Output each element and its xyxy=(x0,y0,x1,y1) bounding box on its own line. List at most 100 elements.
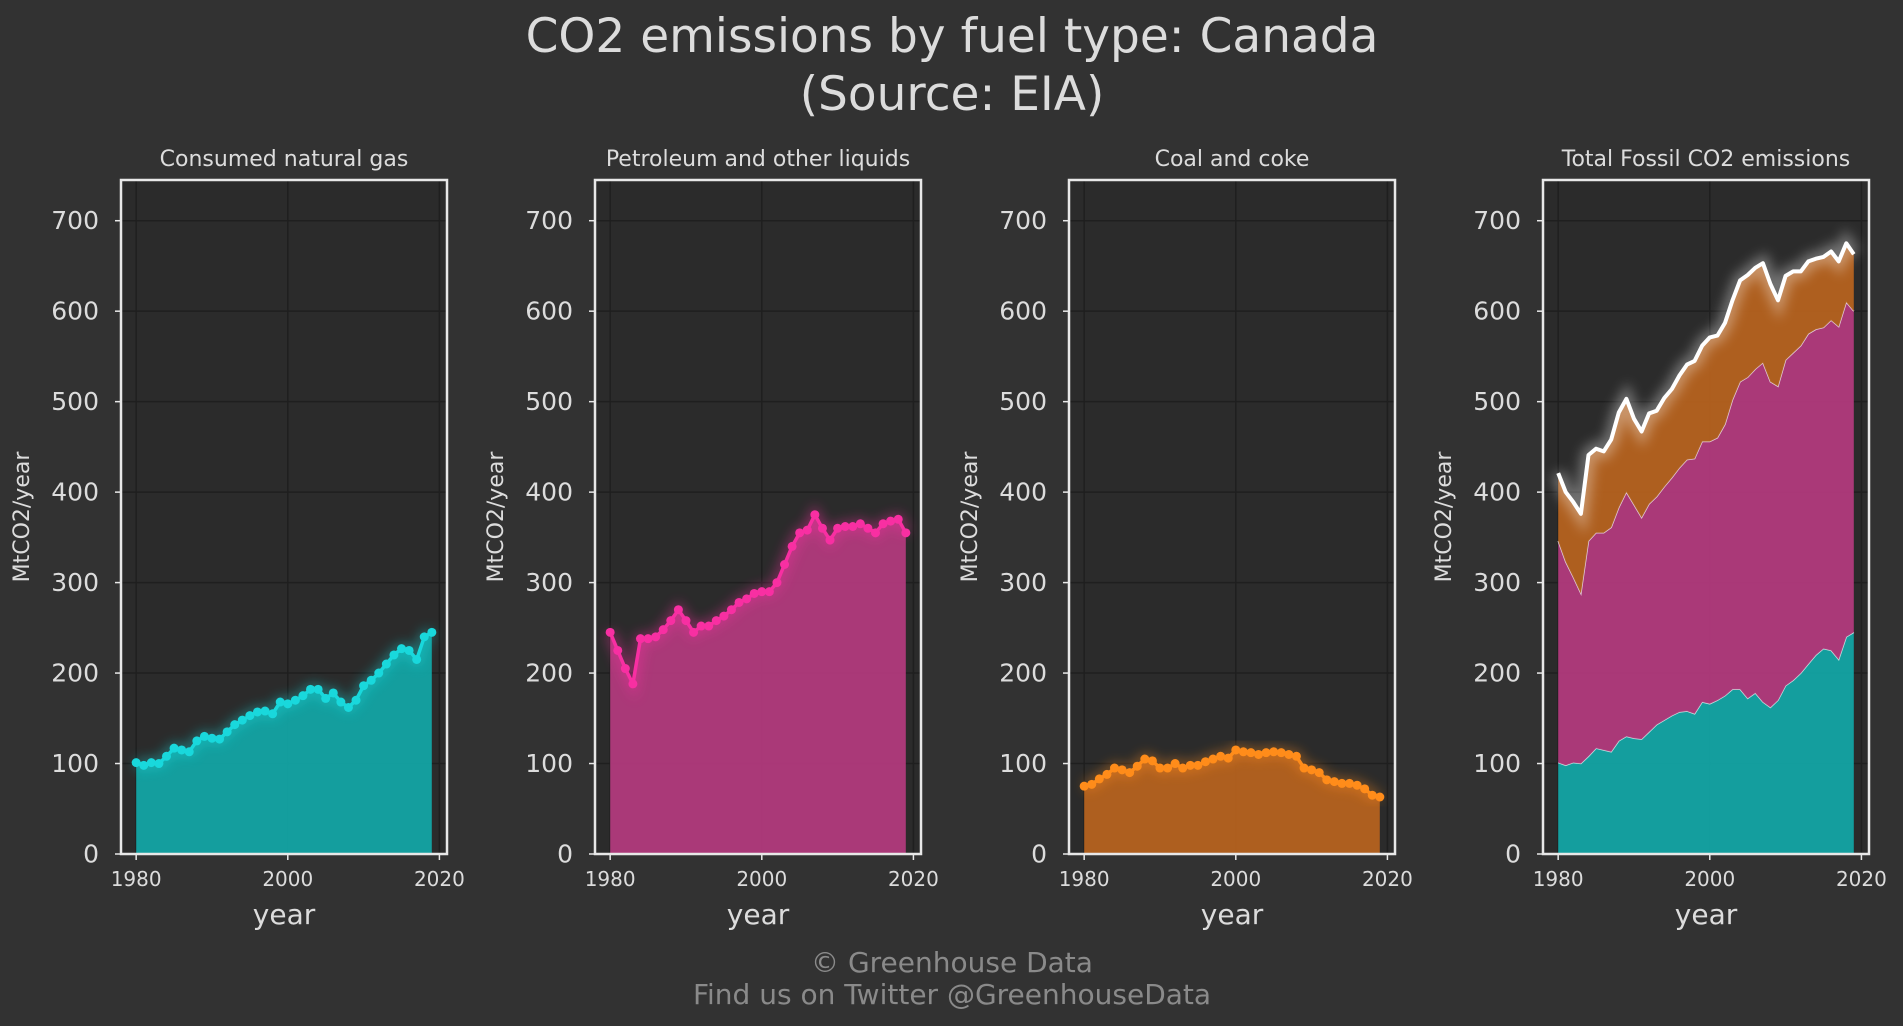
data-point xyxy=(1254,749,1264,759)
y-tick-label: 300 xyxy=(999,568,1047,597)
data-point xyxy=(268,709,278,719)
panel-title: Total Fossil CO2 emissions xyxy=(1561,147,1851,172)
x-axis-label: year xyxy=(1675,898,1738,931)
data-point xyxy=(1117,765,1127,775)
x-tick-label: 1980 xyxy=(585,867,636,891)
data-point xyxy=(237,715,247,725)
data-point xyxy=(404,645,414,655)
data-point xyxy=(666,616,676,626)
data-point xyxy=(651,632,661,642)
data-point xyxy=(1375,792,1385,802)
data-point xyxy=(427,627,437,637)
data-point xyxy=(1170,759,1180,769)
y-tick-label: 400 xyxy=(51,478,99,507)
data-point xyxy=(1216,751,1226,761)
data-point xyxy=(855,519,865,529)
data-point xyxy=(336,697,346,707)
y-tick-label: 100 xyxy=(525,749,573,778)
panel-title: Consumed natural gas xyxy=(160,147,409,172)
data-point xyxy=(275,697,285,707)
data-point xyxy=(643,634,653,644)
panel-2: 0 100 200 300 400 500 600 700 1980 2000 2020 Petrol… xyxy=(484,147,939,931)
y-tick-label: 100 xyxy=(1473,749,1521,778)
data-point xyxy=(1087,779,1097,789)
data-point xyxy=(1269,747,1279,757)
data-point xyxy=(635,634,645,644)
data-point xyxy=(1155,763,1165,773)
x-tick-label: 2000 xyxy=(262,867,313,891)
data-point xyxy=(605,627,615,637)
x-axis-label: year xyxy=(1201,898,1264,931)
x-tick-label: 2020 xyxy=(1836,867,1887,891)
data-point xyxy=(1345,778,1355,788)
data-point xyxy=(230,720,240,730)
y-tick-label: 700 xyxy=(51,206,99,235)
data-point xyxy=(207,733,217,743)
data-point xyxy=(146,758,156,768)
data-point xyxy=(1322,775,1332,785)
y-tick-label: 200 xyxy=(1473,659,1521,688)
y-tick-label: 600 xyxy=(999,297,1047,326)
data-point xyxy=(1147,756,1157,766)
data-point xyxy=(1291,751,1301,761)
data-point xyxy=(389,650,399,660)
data-point xyxy=(1140,754,1150,764)
y-tick-label: 200 xyxy=(525,659,573,688)
data-point xyxy=(726,605,736,615)
data-point xyxy=(1284,749,1294,759)
data-point xyxy=(359,681,369,691)
footer-copyright: © Greenhouse Data xyxy=(811,946,1093,979)
data-point xyxy=(1307,765,1317,775)
x-tick-label: 2020 xyxy=(1362,867,1413,891)
data-point xyxy=(139,760,149,770)
data-point xyxy=(681,616,691,626)
data-point xyxy=(328,688,338,698)
data-point xyxy=(764,587,774,597)
data-point xyxy=(742,594,752,604)
y-tick-label: 0 xyxy=(557,840,573,869)
y-tick-label: 700 xyxy=(999,206,1047,235)
x-tick-label: 2020 xyxy=(414,867,465,891)
data-point xyxy=(222,727,232,737)
x-tick-label: 1980 xyxy=(111,867,162,891)
stacked-area-gas xyxy=(1558,632,1854,854)
y-tick-label: 400 xyxy=(525,478,573,507)
panel-title: Coal and coke xyxy=(1155,147,1310,172)
data-point xyxy=(252,707,262,717)
data-point xyxy=(1094,774,1104,784)
data-point xyxy=(1223,753,1233,763)
data-point xyxy=(169,743,179,753)
data-point xyxy=(192,736,202,746)
panel-4: 0 100 200 300 400 500 600 700 1980 2000 2020 Total … xyxy=(1432,147,1887,931)
data-point xyxy=(711,616,721,626)
y-tick-label: 600 xyxy=(1473,297,1521,326)
y-tick-label: 500 xyxy=(999,387,1047,416)
data-point xyxy=(1261,748,1271,758)
panel-3: 0 100 200 300 400 500 600 700 1980 2000 2020 Coal a… xyxy=(958,147,1413,931)
data-point xyxy=(696,621,706,631)
stacked-area-petroleum xyxy=(1558,302,1854,766)
data-point xyxy=(1185,760,1195,770)
data-point xyxy=(825,535,835,545)
y-tick-label: 0 xyxy=(83,840,99,869)
data-point xyxy=(298,691,308,701)
data-point xyxy=(1208,754,1218,764)
data-point xyxy=(419,632,429,642)
data-point xyxy=(810,510,820,520)
plot-frame xyxy=(1541,178,1871,856)
footer-twitter: Find us on Twitter @GreenhouseData xyxy=(693,978,1211,1011)
data-point xyxy=(283,699,293,709)
data-point xyxy=(1132,761,1142,771)
y-tick-label: 700 xyxy=(1473,206,1521,235)
data-point xyxy=(689,627,699,637)
data-point xyxy=(1299,763,1309,773)
stacked-area-coal xyxy=(1558,243,1854,594)
data-point xyxy=(1231,745,1241,755)
plot-frame xyxy=(119,178,449,856)
data-point xyxy=(131,758,141,768)
x-tick-label: 2020 xyxy=(888,867,939,891)
y-tick-label: 100 xyxy=(999,749,1047,778)
series-area-petroleum xyxy=(610,514,906,854)
data-point xyxy=(1276,748,1286,758)
